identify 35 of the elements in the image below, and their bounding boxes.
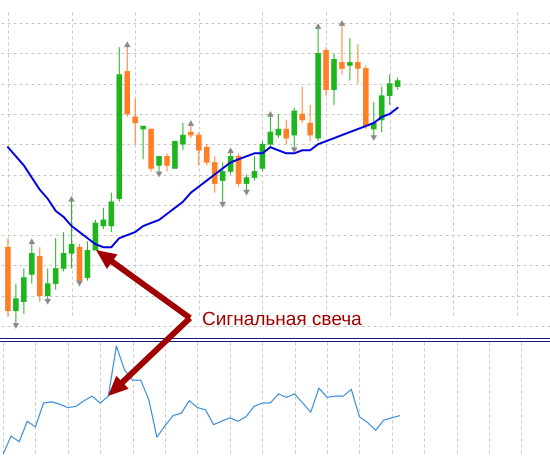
point [219,202,226,208]
candlestick [60,232,66,272]
candlestick [140,126,146,160]
point [314,23,322,29]
candlestick [252,156,258,182]
point [68,196,75,202]
point [124,41,131,48]
annotation: Сигнальная свеча [202,309,362,331]
point [290,147,298,154]
candlestick [394,77,400,90]
candlestick [132,98,138,145]
point [12,323,20,329]
point [188,120,194,126]
candlestick [283,119,290,145]
point [243,190,250,196]
candlestick [355,44,361,84]
point [370,135,378,142]
candlestick [299,86,305,124]
point [28,238,36,244]
candlestick [204,144,210,166]
candlestick [52,238,58,290]
candlestick [164,152,170,172]
candlestick [196,132,202,166]
point [338,20,346,26]
point [76,280,83,286]
candlestick [386,74,392,106]
point [44,298,52,305]
candlestick [307,104,313,142]
point [267,110,274,117]
candlestick [180,122,186,151]
candlestick [276,113,282,139]
point [156,172,162,178]
point [227,147,234,154]
candlestick [100,207,106,230]
candlestick [347,38,353,82]
